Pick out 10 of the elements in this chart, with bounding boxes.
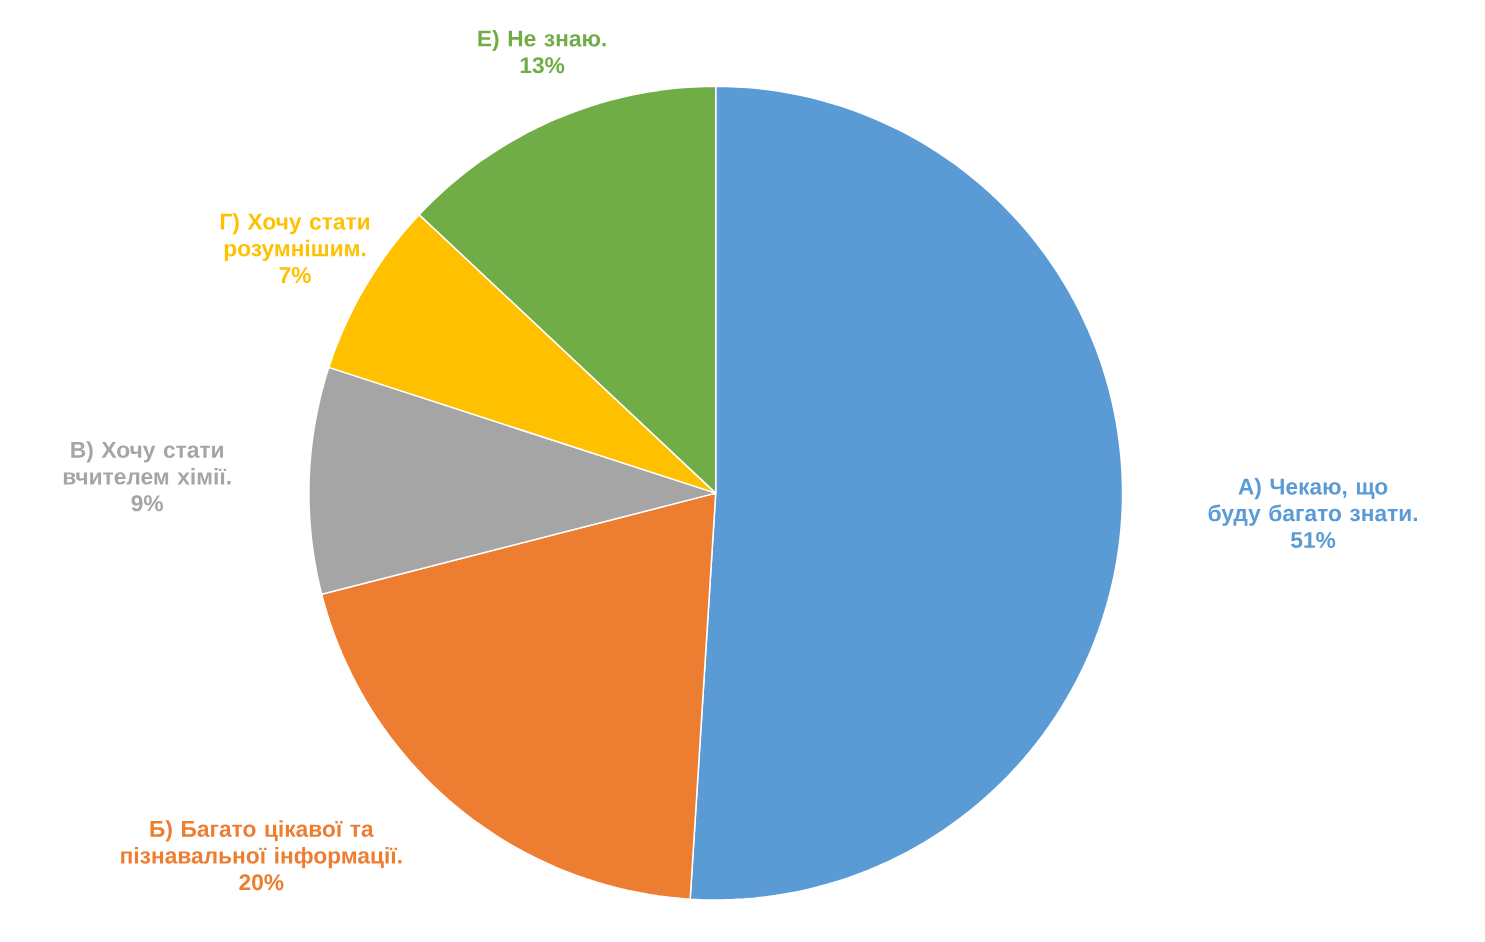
data-label: 7% xyxy=(279,267,311,284)
slice-label: Г) Хочу стати розумнішим. xyxy=(220,213,370,262)
data-label: 13% xyxy=(520,57,565,74)
slice-label: Е) Не знаю. xyxy=(478,30,606,52)
data-label: 20% xyxy=(239,874,284,891)
data-label: 51% xyxy=(1290,532,1336,549)
data-label: 9% xyxy=(131,495,164,512)
slice-label: В) Хочу стати вчителем хімії. xyxy=(63,441,231,485)
slice-label: А) Чекаю, що буду багато знати. xyxy=(1208,478,1417,527)
slice-label: Б) Багато цікавої та пізнавальної інформації. xyxy=(121,820,402,869)
